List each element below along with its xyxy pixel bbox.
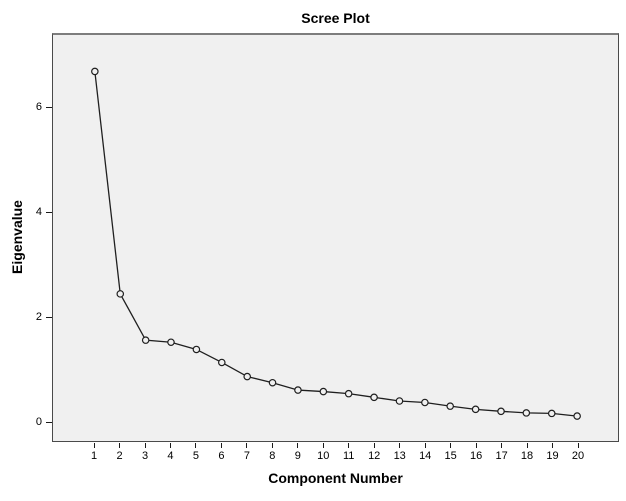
x-axis-tick [552, 443, 553, 448]
x-tick-label: 12 [368, 450, 381, 462]
x-tick-label: 16 [469, 450, 483, 462]
data-point-marker [497, 407, 505, 416]
x-axis-tick [399, 443, 401, 448]
x-tick-label: 10 [317, 450, 330, 462]
x-tick-label: 3 [141, 450, 149, 462]
y-axis-tick [46, 107, 52, 109]
y-tick-label: 4 [35, 206, 42, 219]
data-point-marker [344, 389, 353, 398]
data-point-marker [91, 67, 99, 76]
data-point-marker [141, 336, 150, 344]
x-tick-label: 20 [571, 450, 585, 462]
x-tick-label: 13 [393, 450, 406, 462]
data-point-marker [192, 345, 201, 354]
x-tick-label: 19 [546, 450, 559, 462]
x-axis-tick [373, 443, 375, 448]
data-point-marker [294, 386, 302, 394]
plot-area [52, 33, 619, 442]
y-axis-tick [46, 212, 52, 214]
x-axis-tick [144, 443, 146, 448]
x-axis-tick [220, 443, 222, 448]
x-axis-tick [577, 443, 579, 448]
scree-line [94, 71, 578, 417]
x-axis-tick [246, 443, 248, 448]
x-tick-label: 11 [342, 450, 355, 462]
data-point-marker [522, 409, 531, 417]
x-axis-tick [475, 443, 477, 448]
y-axis-tick [46, 316, 52, 318]
scree-line-chart [91, 67, 581, 420]
x-tick-label: 5 [192, 450, 199, 462]
x-axis-tick [93, 443, 95, 448]
data-point-marker [218, 358, 226, 367]
y-tick-label: 0 [35, 415, 42, 428]
data-point-marker [243, 372, 251, 381]
y-axis-tick [46, 421, 52, 423]
x-tick-label: 18 [520, 450, 534, 462]
data-point-marker [116, 290, 125, 298]
x-tick-label: 7 [243, 450, 250, 462]
x-tick-label: 15 [444, 450, 457, 462]
x-axis-tick [322, 443, 324, 448]
x-axis-title: Component Number [268, 470, 403, 486]
x-tick-label: 4 [167, 450, 174, 462]
data-point-marker [167, 338, 175, 347]
chart-title: Scree Plot [301, 10, 370, 26]
data-point-marker [319, 387, 328, 396]
data-point-marker [268, 378, 277, 387]
data-point-marker [573, 412, 581, 420]
x-axis-tick [424, 443, 426, 448]
data-point-marker [446, 402, 454, 410]
data-point-marker [471, 405, 480, 414]
x-tick-label: 6 [218, 450, 225, 462]
y-tick-label: 6 [35, 101, 42, 114]
x-axis-tick [169, 443, 171, 448]
x-tick-label: 17 [495, 450, 508, 462]
x-tick-label: 8 [269, 450, 276, 462]
x-axis-tick [526, 443, 528, 448]
x-tick-label: 1 [90, 450, 98, 462]
x-axis-tick [195, 443, 197, 448]
x-axis-tick [450, 443, 452, 448]
x-axis-tick [271, 443, 273, 448]
x-tick-label: 9 [294, 450, 301, 462]
x-axis-tick [119, 443, 120, 448]
data-point-marker [421, 398, 429, 407]
y-tick-label: 2 [35, 310, 42, 323]
x-axis-tick [501, 443, 503, 448]
x-tick-label: 2 [116, 450, 123, 462]
x-axis-tick [348, 443, 350, 448]
x-axis-tick [297, 443, 299, 448]
data-point-marker [395, 397, 404, 405]
x-tick-label: 14 [419, 450, 432, 462]
data-point-marker [370, 393, 378, 402]
data-point-marker [547, 409, 556, 418]
